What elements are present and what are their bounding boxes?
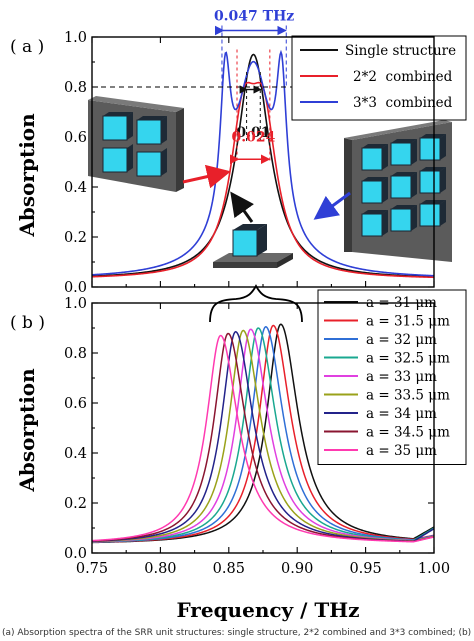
legend-b-item-3: a = 32.5 μm: [366, 351, 450, 367]
b-xtick-label-2: 0.85: [213, 561, 245, 577]
legend-b-item-4: a = 33 μm: [366, 369, 437, 385]
legend-b-item-8: a = 35 μm: [366, 443, 437, 459]
bandwidth-label-red: 0.024: [232, 129, 276, 145]
b-xtick-label-3: 0.90: [281, 561, 313, 577]
b-ytick-label-3: 0.6: [64, 396, 87, 412]
legend-panel-b: a = 31 μma = 31.5 μma = 32 μma = 32.5 μm…: [317, 289, 467, 465]
b-xtick-label-5: 1.00: [418, 561, 450, 577]
panel-a-label: ( a ): [10, 37, 44, 57]
panel-a-series-2: [91, 49, 435, 277]
figure-caption-fragment: (a) Absorption spectra of the SRR unit s…: [2, 628, 472, 638]
b-ytick-label-5: 1.0: [64, 296, 87, 312]
a-ytick-label-4: 0.8: [64, 80, 87, 96]
bandwidth-label-black: 0.01: [236, 125, 270, 141]
panel-a-axes-frame: [91, 36, 435, 288]
b-xtick-label-0: 0.75: [76, 561, 108, 577]
legend-panel-a: Single structure 2*2 combined 3*3 combin…: [291, 35, 467, 121]
a-ytick-label-0: 0.0: [64, 280, 87, 296]
panel-a: ( a ) Absorption 0.0 0.2 0.4 0.6 0.8 1.0 0.04…: [10, 9, 467, 296]
legend-b-item-5: a = 33.5 μm: [366, 388, 450, 404]
a-ytick-label-5: 1.0: [64, 30, 87, 46]
a-ytick-label-1: 0.2: [64, 230, 87, 246]
pointer-arrow-black: [230, 191, 254, 223]
panel-b-series-8: [91, 334, 435, 543]
legend-b-item-2: a = 32 μm: [366, 332, 437, 348]
b-xtick-label-4: 0.95: [349, 561, 381, 577]
x-axis-label: Frequency / THz: [176, 598, 359, 622]
b-ytick-label-2: 0.4: [64, 446, 87, 462]
panel-b-label: ( b ): [10, 313, 45, 333]
b-ytick-label-1: 0.2: [64, 496, 87, 512]
panel-a-y-axis-label: Absorption: [15, 113, 39, 238]
panel-b-y-axis-label: Absorption: [15, 368, 39, 493]
panel-a-series-0: [91, 53, 435, 278]
legend-a-item-0: Single structure: [345, 43, 456, 59]
b-ytick-label-4: 0.8: [64, 346, 87, 362]
legend-b-item-7: a = 34.5 μm: [366, 425, 450, 441]
legend-a-item-1: 2*2 combined: [353, 69, 453, 85]
structure-2x2-illustration: [88, 96, 184, 192]
panel-b-axes-frame: [91, 302, 435, 554]
b-ytick-label-0: 0.0: [64, 546, 87, 562]
single-structure-illustration: [213, 224, 293, 268]
legend-b-item-1: a = 31.5 μm: [366, 314, 450, 330]
legend-b-item-6: a = 34 μm: [366, 406, 437, 422]
b-xtick-label-1: 0.80: [144, 561, 176, 577]
a-ytick-label-2: 0.4: [64, 180, 87, 196]
pointer-arrow-red: [182, 164, 231, 189]
bandwidth-label-blue: 0.047 THz: [214, 9, 294, 25]
pointer-arrow-blue: [313, 191, 351, 220]
legend-a-item-2: 3*3 combined: [353, 95, 453, 111]
curly-brace: [209, 284, 303, 323]
structure-3x3-illustration: [344, 120, 452, 262]
a-ytick-label-3: 0.6: [64, 130, 87, 146]
panel-b: ( b ) Absorption Frequency / THz 0.0 0.2 0…: [10, 289, 467, 622]
